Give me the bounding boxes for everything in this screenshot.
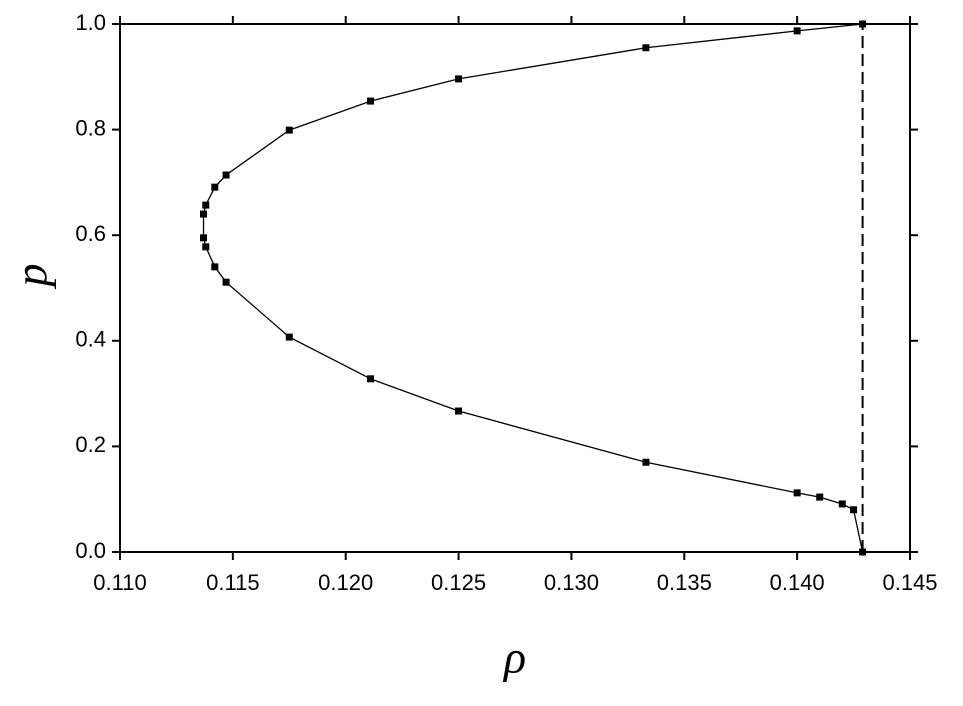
y-tick-label: 0.2	[75, 432, 106, 457]
y-tick-label: 0.8	[75, 115, 106, 140]
marker	[838, 500, 846, 508]
marker	[200, 210, 208, 218]
x-tick-label: 0.135	[657, 570, 712, 595]
marker	[367, 97, 375, 105]
marker	[285, 333, 293, 341]
marker	[222, 278, 230, 286]
marker	[850, 506, 858, 514]
y-tick-label: 1.0	[75, 10, 106, 35]
x-tick-label: 0.140	[770, 570, 825, 595]
x-tick-label: 0.130	[544, 570, 599, 595]
marker	[642, 44, 650, 52]
marker	[202, 243, 210, 251]
marker	[367, 375, 375, 383]
x-tick-label: 0.145	[882, 570, 937, 595]
marker	[211, 263, 219, 271]
y-axis-label: p	[6, 264, 57, 290]
y-tick-label: 0.4	[75, 327, 106, 352]
marker	[285, 126, 293, 134]
plot-frame	[119, 23, 911, 553]
marker	[816, 493, 824, 501]
y-tick-label: 0.6	[75, 221, 106, 246]
marker	[202, 201, 210, 209]
x-tick-label: 0.115	[206, 570, 259, 595]
marker	[211, 183, 219, 191]
series-line	[202, 23, 864, 553]
marker	[793, 489, 801, 497]
x-axis-label: ρ	[502, 632, 526, 683]
x-tick-label: 0.110	[93, 570, 146, 595]
x-tick-label: 0.125	[431, 570, 486, 595]
marker	[200, 234, 208, 242]
marker	[455, 407, 463, 415]
marker	[793, 27, 801, 35]
marker	[455, 75, 463, 83]
marker	[222, 171, 230, 179]
marker	[642, 458, 650, 466]
y-tick-label: 0.0	[75, 538, 106, 563]
x-tick-label: 0.120	[318, 570, 373, 595]
